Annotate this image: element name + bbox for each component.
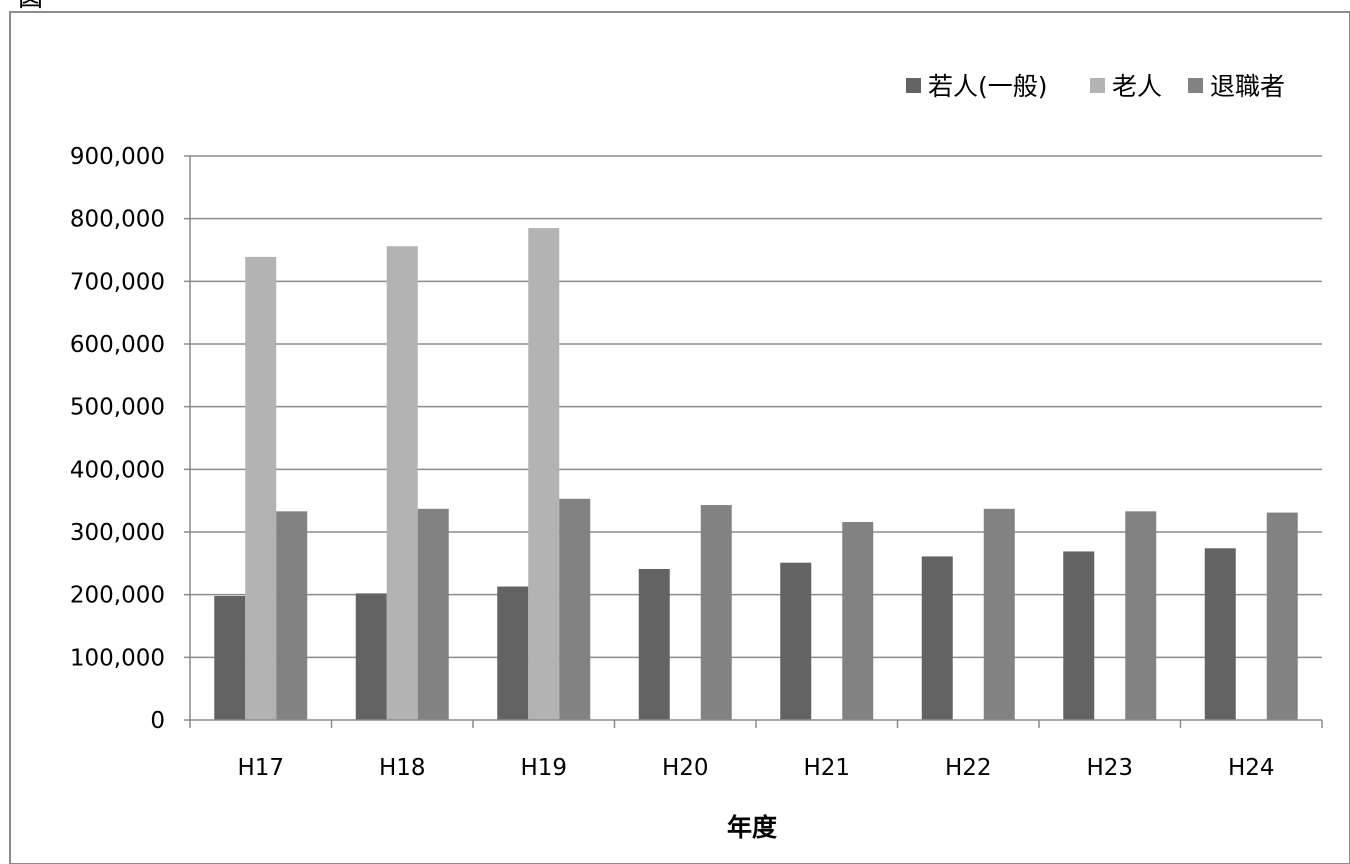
legend-swatch (906, 78, 921, 93)
bar-H20-3 (700, 505, 732, 720)
bar-H21-3 (842, 521, 874, 720)
y-tick-label: 300,000 (70, 520, 165, 546)
legend-label: 若人(一般) (928, 72, 1048, 101)
axes: 0 100,000 200,000 300,000 400,000 500,000 600,… (70, 144, 1323, 781)
x-tick-label: H22 (945, 755, 992, 781)
bar-H24-3 (1266, 512, 1298, 720)
bar-H21-1 (780, 562, 812, 720)
legend-label: 退職者 (1210, 72, 1285, 101)
bar-H23-1 (1063, 551, 1095, 720)
bars (214, 228, 1298, 721)
y-tick-label: 100,000 (70, 645, 165, 671)
bar-H23-3 (1125, 511, 1157, 720)
bar-H20-1 (638, 568, 670, 720)
y-tick-label: 900,000 (70, 144, 165, 170)
x-tick-label: H21 (803, 755, 850, 781)
y-tick-label: 700,000 (70, 269, 165, 295)
y-tick-label: 800,000 (70, 207, 165, 233)
legend-swatch (1090, 78, 1105, 93)
x-tick-label: H19 (520, 755, 567, 781)
x-tick-label: H23 (1086, 755, 1133, 781)
y-tick-label: 0 (150, 708, 165, 734)
x-tick-label: H24 (1228, 755, 1275, 781)
bar-H22-3 (983, 508, 1015, 720)
bar-H18-3 (417, 508, 449, 720)
x-tick-label: H20 (662, 755, 709, 781)
x-tick-label: H17 (237, 755, 284, 781)
bar-H17-1 (214, 595, 246, 720)
figure-caption-fragment: 図 (18, 0, 43, 12)
bar-H18-1 (355, 593, 387, 720)
x-axis-title: 年度 (727, 813, 777, 842)
bar-H19-3 (559, 498, 591, 720)
bar-H18-2 (386, 246, 418, 721)
chart-frame (9, 11, 1350, 864)
bar-H19-1 (497, 586, 529, 720)
legend-swatch (1188, 78, 1203, 93)
x-tick-label: H18 (379, 755, 426, 781)
y-tick-label: 200,000 (70, 583, 165, 609)
y-tick-label: 600,000 (70, 332, 165, 358)
bar-H24-1 (1204, 548, 1236, 720)
bar-H17-2 (245, 256, 277, 720)
bar-H17-3 (276, 511, 308, 720)
bar-H22-1 (921, 556, 953, 720)
y-tick-label: 500,000 (70, 395, 165, 421)
legend: 若人(一般) 老人 退職者 (906, 72, 1285, 101)
bar-H19-2 (528, 228, 560, 721)
legend-label: 老人 (1112, 72, 1162, 101)
y-tick-label: 400,000 (70, 457, 165, 483)
